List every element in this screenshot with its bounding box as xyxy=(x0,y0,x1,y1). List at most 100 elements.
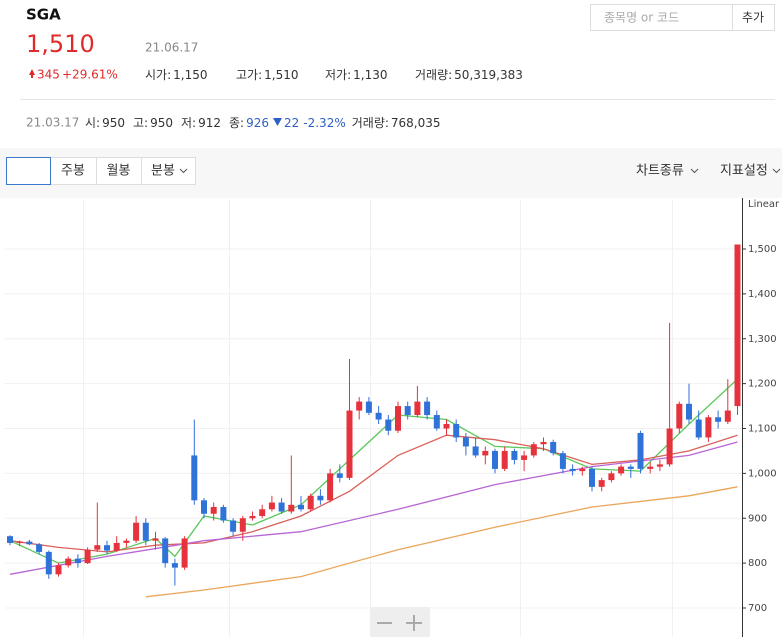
candle-body xyxy=(453,424,460,438)
candle-body xyxy=(501,450,508,469)
tab-label: 주봉 xyxy=(61,164,85,179)
candle-body xyxy=(317,495,324,501)
candle-body xyxy=(404,406,411,416)
candle-body xyxy=(268,502,275,510)
stat-label: 저가: xyxy=(325,68,351,82)
y-tick-label: 700 xyxy=(748,603,767,614)
moving-average xyxy=(9,434,738,553)
candle-body xyxy=(414,401,421,416)
candle-body xyxy=(288,504,295,512)
moving-average xyxy=(9,378,738,564)
candle-body xyxy=(16,541,23,543)
y-tick-label: 900 xyxy=(748,513,767,524)
candle-body xyxy=(307,495,314,510)
prev-change-value: 22 xyxy=(284,116,299,130)
prev-volume: 거래량: 768,035 xyxy=(352,116,441,130)
header-stats: 시가: 1,150 고가: 1,510 저가: 1,130 거래량: 50,319,383 xyxy=(145,68,523,82)
candle-body xyxy=(618,466,625,474)
menu-chart-type[interactable]: 차트종류 xyxy=(636,164,684,179)
tabs: 일봉주봉월봉분봉 xyxy=(6,157,196,185)
candle-body xyxy=(462,437,469,447)
stat-value: 1,150 xyxy=(173,68,207,82)
candle-body xyxy=(201,500,207,514)
candle-body xyxy=(705,417,712,438)
candle-body xyxy=(540,441,547,445)
candle-body xyxy=(724,410,731,422)
candle-body xyxy=(559,453,566,469)
candle-body xyxy=(608,473,615,481)
prev-stat-value: 950 xyxy=(150,116,173,130)
candle-body xyxy=(686,403,692,420)
prev-change-pct: -2.32% xyxy=(303,116,345,130)
tab[interactable] xyxy=(6,157,51,185)
candle-body xyxy=(123,540,130,543)
prev-stat: 저: 912 xyxy=(181,116,221,130)
candle-body xyxy=(569,468,576,472)
candle-body xyxy=(26,541,33,545)
candle-body xyxy=(249,516,256,519)
caret xyxy=(179,168,188,174)
y-tick-label: 800 xyxy=(748,558,767,569)
moving-average xyxy=(9,441,738,575)
candle-body xyxy=(521,455,528,460)
y-tick-label: 1,000 xyxy=(748,468,777,479)
prev-stat: 고: 950 xyxy=(133,116,173,130)
candle-body xyxy=(375,412,382,420)
prev-change: 22 -2.32% xyxy=(284,116,346,130)
candle-body xyxy=(579,468,586,472)
change-pct: +29.61% xyxy=(62,68,118,82)
candle-body xyxy=(104,545,110,551)
candle-body xyxy=(210,507,217,514)
tab[interactable] xyxy=(141,157,196,185)
candle-body xyxy=(550,441,557,454)
candle-body xyxy=(7,536,13,543)
candle-body xyxy=(336,473,343,478)
candle-body xyxy=(152,538,159,541)
candle-body xyxy=(627,466,634,469)
stat: 고가: 1,510 xyxy=(236,68,298,82)
candle-body xyxy=(346,410,353,478)
candle-body xyxy=(433,415,440,429)
up-arrow-stem xyxy=(31,74,33,78)
stat-value: 1,130 xyxy=(353,68,387,82)
candle-body xyxy=(278,502,285,512)
add-button[interactable] xyxy=(732,4,775,31)
down-arrow xyxy=(273,118,282,126)
candle-body xyxy=(142,522,149,541)
prev-stat-label: 저: xyxy=(181,116,196,130)
candle-body xyxy=(589,468,595,487)
candle-body xyxy=(695,419,702,438)
candle-body xyxy=(530,444,537,456)
candle-body xyxy=(84,549,91,564)
stat-value: 50,319,383 xyxy=(454,68,523,82)
stat: 시가: 1,150 xyxy=(145,68,207,82)
candle-body xyxy=(45,551,52,575)
candle-body xyxy=(298,504,304,510)
y-tick-label: 1,100 xyxy=(748,424,777,435)
date: 21.06.17 xyxy=(145,41,198,55)
candle-body xyxy=(133,522,140,541)
candle-body xyxy=(220,507,227,521)
prev-date: 21.03.17 xyxy=(26,116,79,130)
stat: 거래량: 50,319,383 xyxy=(415,68,523,82)
candle-body xyxy=(482,450,489,456)
stat-label: 시가: xyxy=(145,68,171,82)
stock-name: SGA xyxy=(26,6,61,24)
tab[interactable] xyxy=(50,157,97,185)
prev-stat: 종: 926 xyxy=(229,116,269,130)
menu-indicators[interactable]: 지표설정 xyxy=(720,164,768,179)
candle-body xyxy=(55,565,62,575)
candle-body xyxy=(511,450,518,460)
prev-volume-value: 768,035 xyxy=(391,116,441,130)
scale-label: Linear xyxy=(748,199,780,210)
up-arrow xyxy=(29,69,35,75)
caret xyxy=(690,168,699,174)
candle-body xyxy=(113,542,120,551)
prev-stat-value: 950 xyxy=(102,116,125,130)
prev-stat-value: 912 xyxy=(198,116,221,130)
candle-body xyxy=(395,406,401,431)
candle-body xyxy=(74,558,81,564)
stat-label: 거래량: xyxy=(415,68,452,82)
candle-body xyxy=(666,428,673,465)
